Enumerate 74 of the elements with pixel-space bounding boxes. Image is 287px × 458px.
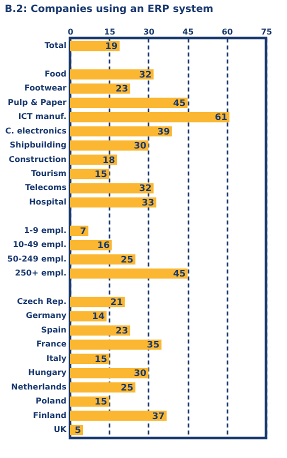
y-tick-label: France bbox=[36, 340, 68, 349]
y-tick-label: Telecoms bbox=[25, 183, 67, 192]
y-tick-label: Construction bbox=[8, 154, 67, 164]
y-tick-label: Poland bbox=[36, 396, 67, 406]
bar bbox=[70, 112, 230, 122]
data-label: 18 bbox=[102, 156, 116, 166]
data-label: 16 bbox=[97, 241, 110, 252]
y-tick-label: Food bbox=[44, 69, 67, 78]
data-label: 25 bbox=[120, 383, 134, 394]
bar bbox=[70, 98, 188, 108]
y-tick-label: Germany bbox=[26, 311, 68, 320]
x-tick-label: 75 bbox=[260, 28, 272, 36]
data-label: 15 bbox=[94, 398, 108, 408]
y-tick-label: 10-49 empl. bbox=[12, 240, 66, 250]
y-tick-label: Hungary bbox=[28, 368, 68, 378]
x-tick-label: 30 bbox=[143, 28, 155, 36]
data-label: 25 bbox=[120, 255, 134, 266]
data-label: 37 bbox=[152, 412, 165, 422]
x-tick-label: 60 bbox=[222, 28, 234, 36]
y-tick-label: C. electronics bbox=[5, 126, 67, 136]
x-tick-label: 45 bbox=[182, 28, 194, 36]
data-label: 45 bbox=[173, 270, 186, 280]
bar bbox=[70, 368, 148, 378]
bar bbox=[70, 268, 188, 279]
data-label: 7 bbox=[80, 226, 86, 237]
y-tick-label: Italy bbox=[46, 354, 68, 363]
data-label: 32 bbox=[139, 184, 152, 194]
data-label: 39 bbox=[157, 127, 170, 138]
bar bbox=[70, 183, 154, 194]
bar bbox=[70, 382, 136, 392]
bar bbox=[70, 311, 107, 322]
bar bbox=[70, 197, 156, 208]
y-tick-label: UK bbox=[54, 425, 68, 434]
data-label: 35 bbox=[146, 340, 160, 351]
data-label: 21 bbox=[110, 298, 123, 308]
bar bbox=[70, 340, 162, 350]
bar bbox=[70, 126, 172, 136]
bar bbox=[70, 410, 167, 421]
y-tick-label: 1-9 empl. bbox=[24, 226, 66, 235]
data-label: 19 bbox=[105, 42, 118, 52]
y-tick-label: Pulp & Paper bbox=[8, 98, 67, 107]
y-tick-label: Netherlands bbox=[11, 382, 67, 392]
bar bbox=[70, 296, 125, 308]
y-tick-label: Total bbox=[44, 40, 67, 50]
x-tick-label: 15 bbox=[104, 28, 116, 36]
bar bbox=[70, 140, 148, 151]
data-label: 45 bbox=[173, 98, 186, 109]
y-tick-label: Finland bbox=[33, 410, 67, 420]
y-tick-label: 50-249 empl. bbox=[7, 254, 66, 264]
y-tick-label: Footwear bbox=[24, 84, 67, 93]
bar bbox=[70, 154, 118, 165]
data-label: 23 bbox=[116, 84, 128, 95]
y-tick-label: 250+ empl. bbox=[15, 268, 66, 278]
data-label: 61 bbox=[214, 113, 228, 124]
y-tick-label: ICT manuf. bbox=[18, 112, 66, 122]
data-label: 14 bbox=[92, 312, 105, 322]
data-label: 30 bbox=[134, 142, 146, 152]
y-tick-label: Tourism bbox=[31, 168, 66, 178]
data-label: 15 bbox=[94, 354, 108, 365]
data-label: 5 bbox=[74, 426, 82, 436]
y-tick-label: Czech Rep. bbox=[16, 297, 66, 306]
y-tick-label: Shipbuilding bbox=[10, 140, 67, 150]
data-label: 23 bbox=[116, 326, 128, 336]
data-label: 15 bbox=[94, 170, 108, 180]
chart-title: B.2: Companies using an ERP system bbox=[4, 4, 214, 15]
bar bbox=[70, 69, 154, 80]
bar bbox=[70, 84, 130, 94]
bar bbox=[70, 254, 136, 264]
y-tick-label: Spain bbox=[41, 325, 67, 334]
data-label: 32 bbox=[139, 70, 152, 80]
data-label: 30 bbox=[134, 369, 146, 380]
y-tick-label: Hospital bbox=[29, 197, 67, 206]
x-tick-label: 0 bbox=[68, 28, 74, 36]
data-label: 33 bbox=[142, 198, 154, 208]
